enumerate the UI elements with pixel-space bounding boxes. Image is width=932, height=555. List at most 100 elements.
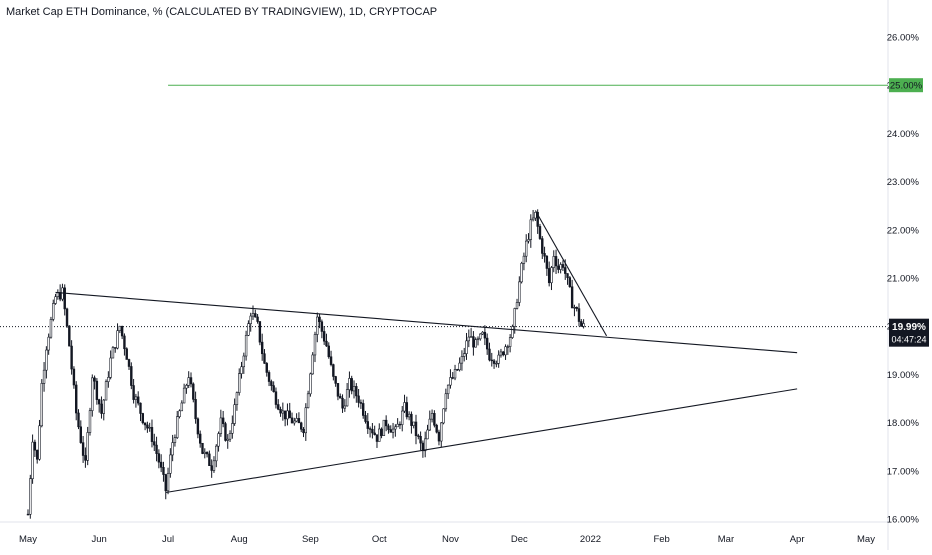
candle-body	[231, 423, 234, 434]
candle-body	[107, 377, 110, 382]
candle-body	[277, 404, 280, 410]
candle-body	[47, 336, 50, 351]
y-tick-label: 18.00%	[887, 418, 920, 429]
candle-body	[300, 422, 303, 430]
candle-body	[251, 313, 255, 317]
candle-body	[203, 451, 206, 454]
candle-body	[258, 321, 262, 343]
candle-body	[506, 346, 510, 348]
candle-body	[352, 386, 356, 392]
candle-body	[288, 410, 291, 419]
candle-body	[527, 239, 530, 242]
candle-body	[49, 319, 53, 338]
candle-body	[456, 369, 459, 371]
candle-body	[283, 410, 287, 420]
candle-body	[91, 377, 94, 411]
candle-body	[421, 442, 425, 452]
candle-body	[460, 356, 464, 364]
candle-body	[178, 410, 181, 417]
x-tick-label: 2022	[580, 534, 601, 545]
candle-body	[508, 337, 512, 347]
x-tick-label: Dec	[511, 534, 528, 545]
candle-body	[33, 441, 37, 451]
candle-body	[189, 377, 193, 385]
y-tick-label: 19.00%	[887, 370, 920, 381]
candle-body	[171, 442, 174, 456]
candle-body	[568, 277, 572, 288]
candle-body	[380, 428, 383, 436]
candle-body	[114, 347, 117, 349]
candle-body	[302, 428, 305, 434]
candle-body	[355, 386, 358, 397]
candle-body	[221, 417, 225, 424]
y-tick-label: 22.00%	[887, 225, 920, 236]
candle-body	[173, 437, 177, 443]
candle-body	[350, 378, 353, 392]
candle-body	[520, 262, 523, 283]
candle-body	[210, 465, 213, 471]
trendline-ascending-support[interactable]	[165, 388, 798, 494]
candle-body	[86, 432, 89, 461]
candle-body	[451, 377, 454, 379]
candle-body	[219, 417, 223, 434]
x-tick-label: May	[857, 534, 875, 545]
x-tick-label: Mar	[718, 534, 734, 545]
candle-body	[518, 281, 521, 303]
candle-body	[104, 381, 108, 401]
candle-body	[84, 455, 87, 461]
candle-body	[111, 347, 115, 359]
candle-body	[125, 348, 128, 360]
candle-body	[364, 415, 367, 422]
candle-body	[492, 360, 496, 364]
candle-body	[428, 418, 431, 431]
candle-body	[423, 438, 427, 452]
candle-body	[309, 373, 312, 395]
candle-body	[557, 265, 560, 270]
candle-body	[166, 473, 170, 492]
candle-body	[263, 353, 266, 364]
candle-body	[212, 460, 216, 471]
candle-body	[208, 453, 211, 467]
candle-body	[387, 425, 390, 430]
candle-body	[550, 267, 553, 284]
x-tick-label: May	[19, 534, 37, 545]
candle-body	[70, 345, 73, 370]
candle-body	[499, 351, 503, 356]
candle-body	[267, 372, 271, 382]
candle-body	[281, 410, 285, 414]
candle-body	[368, 428, 372, 430]
trendline-short-term-resistance[interactable]	[534, 210, 608, 337]
candle-body	[265, 363, 268, 373]
candle-body	[582, 323, 585, 327]
candle-body	[345, 389, 349, 407]
candle-body	[511, 326, 514, 338]
candle-body	[561, 264, 565, 268]
candle-body	[485, 337, 489, 350]
candle-body	[311, 354, 314, 375]
candle-body	[31, 441, 34, 480]
candle-body	[389, 429, 392, 433]
candle-body	[279, 409, 282, 414]
candle-body	[426, 429, 429, 440]
candle-body	[433, 413, 436, 426]
candle-body	[249, 315, 252, 324]
candle-body	[63, 287, 66, 310]
candle-body	[139, 402, 142, 414]
y-tick-label: 24.00%	[887, 129, 920, 140]
candle-body	[564, 267, 567, 274]
trendline-descending-resistance[interactable]	[55, 291, 798, 354]
candle-body	[228, 433, 232, 440]
candle-body	[570, 286, 574, 309]
candle-body	[316, 316, 319, 335]
candle-body	[541, 238, 544, 254]
candle-body	[304, 407, 308, 434]
candle-body	[488, 348, 491, 361]
candle-body	[109, 357, 112, 378]
candle-body	[306, 393, 310, 409]
candle-body	[458, 362, 461, 371]
candle-body	[286, 410, 289, 420]
candle-body	[295, 418, 298, 422]
candle-body	[552, 256, 555, 268]
